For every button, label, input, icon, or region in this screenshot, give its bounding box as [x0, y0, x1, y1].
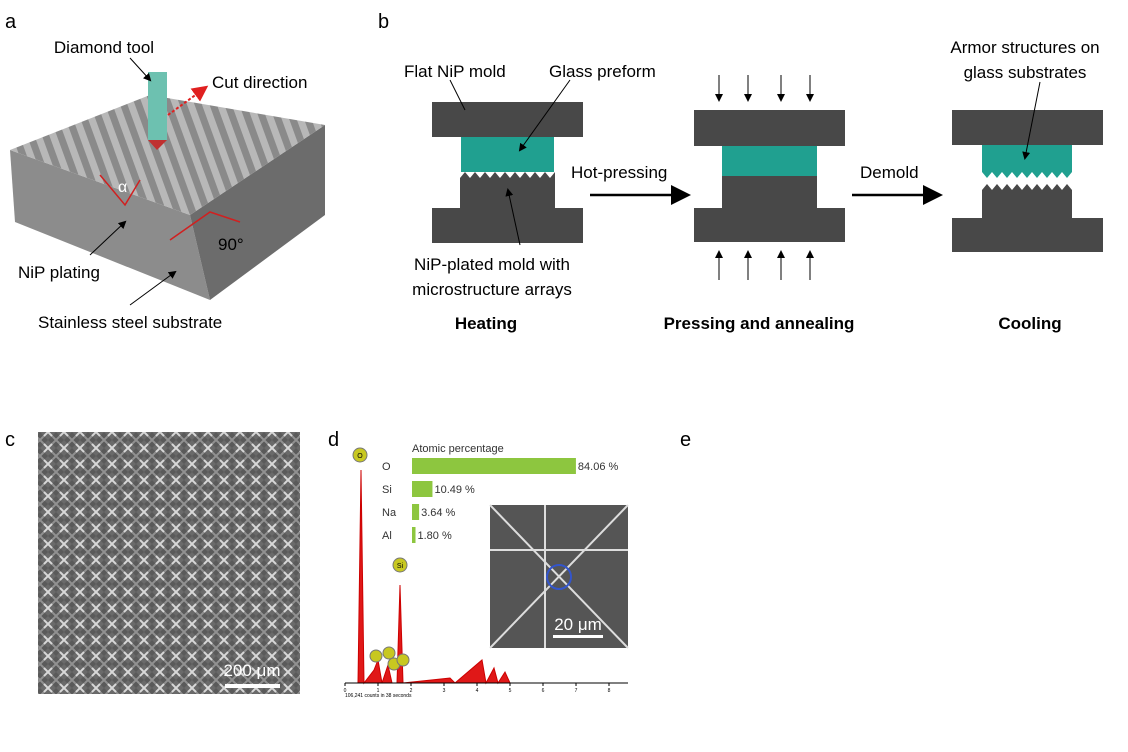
panel-label: c — [5, 429, 15, 451]
mold — [432, 172, 583, 243]
pointer — [518, 79, 571, 152]
mold — [694, 176, 845, 242]
panel-a: a Diamond tool Cut direction α 90° NiP p… — [5, 11, 325, 332]
panel-c: c 200 μm — [5, 429, 300, 694]
pointer — [129, 57, 152, 82]
annotation: Demold — [860, 163, 919, 182]
cut-arrow — [167, 85, 209, 116]
bar — [412, 481, 433, 497]
annotation: Glass preform — [549, 62, 656, 81]
value-label: 1.80 % — [418, 530, 452, 542]
peak-marker — [352, 447, 368, 463]
peak-marker — [396, 653, 410, 667]
sem-image — [38, 432, 300, 694]
x-tick-label: 4 — [476, 688, 479, 694]
peak-label: Si — [397, 563, 404, 570]
glass — [982, 145, 1072, 178]
x-tick-label: 0 — [344, 688, 347, 694]
panel-label: a — [5, 11, 17, 33]
annotation: microstructure arrays — [412, 280, 572, 299]
x-tick-label: 1 — [377, 688, 380, 694]
tool-tip — [148, 140, 167, 150]
inset-marker — [546, 564, 572, 590]
press-arrows — [715, 75, 814, 280]
annotation: Flat NiP mold — [404, 62, 506, 81]
scale-bar — [553, 635, 603, 638]
bar — [412, 458, 576, 474]
panel-label: b — [378, 11, 389, 33]
glass — [722, 146, 817, 176]
glass — [461, 137, 554, 172]
panel-d: d O Si 106,241 counts in 38 seconds 20 μ… — [328, 429, 629, 699]
x-tick-label: 6 — [542, 688, 545, 694]
scale-bar — [225, 684, 280, 688]
annotation: α — [118, 179, 127, 196]
category-label: Na — [382, 507, 397, 519]
block-side — [190, 125, 325, 300]
annotation: NiP plating — [18, 263, 100, 282]
category-label: Si — [382, 484, 392, 496]
pointer — [1022, 81, 1041, 160]
pointer — [129, 270, 177, 306]
annotation: Cut direction — [212, 73, 307, 92]
x-tick-label: 8 — [608, 688, 611, 694]
x-tick-label: 7 — [575, 688, 578, 694]
x-tick-label: 2 — [410, 688, 413, 694]
panel-b: b Flat NiP mold Glass preform NiP-plated… — [378, 11, 1103, 333]
diamond-tool — [148, 72, 167, 140]
block-front — [10, 150, 210, 300]
bar — [412, 504, 420, 520]
scale-bar-label: 200 μm — [223, 661, 280, 680]
peak-marker — [369, 649, 383, 663]
chart-title: Atomic percentage — [412, 443, 504, 455]
mold — [952, 184, 1103, 252]
annotation: 90° — [218, 235, 244, 254]
caption: 106,241 counts in 38 seconds — [345, 693, 412, 699]
angle-marks — [99, 174, 241, 241]
stage-label: Cooling — [998, 314, 1061, 333]
value-label: 3.64 % — [421, 507, 455, 519]
category-label: O — [382, 461, 391, 473]
inset-lines — [489, 504, 629, 649]
panel-label: e — [680, 429, 691, 451]
mold — [432, 102, 583, 137]
annotation: Diamond tool — [54, 38, 154, 57]
value-label: 84.06 % — [578, 461, 619, 473]
x-tick-label: 3 — [443, 688, 446, 694]
peak-marker — [392, 557, 408, 573]
pointer — [505, 188, 521, 246]
annotation: Armor structures on — [950, 38, 1099, 57]
category-label: Al — [382, 530, 392, 542]
scale-bar-label: 20 μm — [554, 615, 602, 634]
pointer — [89, 220, 127, 256]
x-tick-label: 5 — [509, 688, 512, 694]
annotation: glass substrates — [964, 63, 1087, 82]
stage-label: Pressing and annealing — [664, 314, 855, 333]
annotation: Stainless steel substrate — [38, 313, 222, 332]
spectrum — [345, 469, 628, 685]
bar — [412, 527, 416, 543]
value-label: 10.49 % — [434, 484, 475, 496]
annotation: Hot-pressing — [571, 163, 667, 182]
peak-marker — [382, 646, 396, 660]
pointer — [449, 79, 466, 111]
annotation: NiP-plated mold with — [414, 255, 570, 274]
mold — [952, 110, 1103, 145]
stage-label: Heating — [455, 314, 517, 333]
peak-label: O — [357, 453, 363, 460]
mold — [694, 110, 845, 146]
block-top — [10, 95, 325, 215]
panel-label: d — [328, 429, 339, 451]
